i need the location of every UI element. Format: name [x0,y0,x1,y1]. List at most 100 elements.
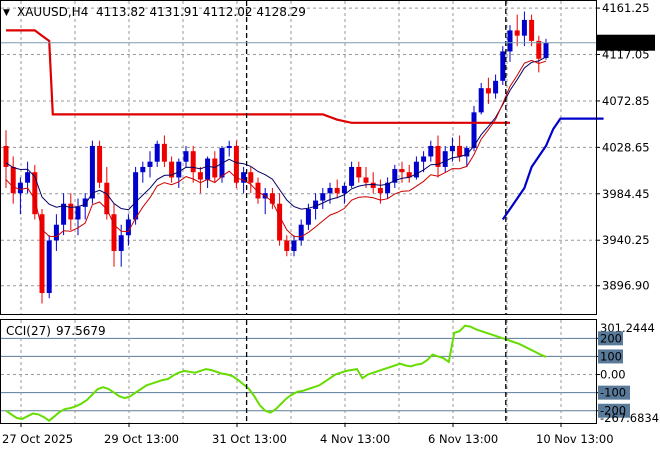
candle-body [176,161,182,178]
cci-plot [5,324,547,422]
stop-line-red [6,29,510,124]
candle-body [334,187,340,194]
cci-value: 97.5679 [56,324,106,338]
candle-body [32,172,38,215]
price-tick-label: 3896.90 [602,279,650,293]
candle-body [104,182,110,215]
candle-body [10,166,16,194]
candle-body [53,224,59,241]
candle-body [291,240,297,251]
candle-body [89,145,95,199]
candle-body [356,166,362,178]
overlays [6,29,604,221]
candle-body [521,19,527,36]
candle-body [493,80,499,94]
cci-pane-frame [0,319,597,424]
candle-body [457,145,463,157]
stop-line-blue [501,117,604,221]
price-tick-label: 3984.45 [602,187,650,201]
cci-level-label: -100 [600,386,626,400]
candle-body [17,182,23,194]
time-tick-label: 4 Nov 13:00 [320,432,390,446]
candle-body [507,30,513,52]
candle-body [284,240,290,251]
candle-body [529,19,535,41]
time-tick-label: 29 Oct 13:00 [104,432,179,446]
candle-body [111,214,117,251]
price-tick-label: 4161.25 [602,1,650,15]
candle-body [269,193,275,204]
candle-body [464,148,470,157]
candle-body [370,182,376,188]
candle-body [543,42,549,58]
candle-body [25,172,31,183]
candle-body [68,203,74,220]
current-price-tag [597,34,655,51]
candle-body [500,51,506,81]
candle-body [514,30,520,36]
candle-body [421,156,427,162]
candle-body [385,182,391,194]
candle-body [118,235,124,251]
candle-body [313,200,319,209]
candle-body [205,158,211,180]
candle-body [147,161,153,167]
candle-body [392,169,398,183]
price-tick-label: 4028.65 [602,140,650,154]
candle-body [161,143,167,162]
candle-body [169,161,175,178]
candle-body [183,151,189,162]
candle-body [197,172,203,180]
collapse-triangle-icon[interactable]: ▼ [3,8,10,18]
cci-level-tag [598,385,630,400]
candle-body [442,151,448,167]
price-axis: 4161.25 4117.05 4072.85 4028.65 3984.45 3940.… [1,1,655,293]
cci-title: CCI(27) [6,324,51,338]
candle-body [46,240,52,293]
candle-body [399,169,405,173]
candle-body [82,198,88,207]
cci-level-label: -200 [600,404,626,418]
cci-line [5,324,547,422]
candle-body [428,145,434,157]
cci-level-label: 0.00 [600,368,626,382]
candle-body [241,172,247,183]
candle-body [471,112,477,149]
candles [3,11,549,304]
candle-body [536,40,542,59]
cci-min-label: -267.6834 [600,411,659,425]
candle-body [133,172,139,220]
candle-body [277,203,283,241]
candle-body [435,145,441,167]
candle-body [190,151,196,173]
candle-body [61,203,67,225]
cci-level-tag [598,349,623,364]
candle-body [478,88,484,113]
ohlc-values: 4113.82 4131.91 4112.02 4128.29 [96,5,306,19]
candle-body [320,193,326,201]
candle-body [485,88,491,94]
candle-body [413,161,419,178]
cci-grid [1,320,596,423]
time-tick-label: 27 Oct 2025 [2,432,73,446]
time-tick-label: 10 Nov 13:00 [536,432,614,446]
candle-body [248,172,254,183]
candle-body [140,166,146,173]
candle-body [125,219,131,236]
price-tick-label: 3940.25 [602,233,650,247]
candle-body [349,166,355,186]
candle-body [154,143,160,162]
candle-body [75,206,81,220]
candle-body [449,145,455,152]
candle-body [377,187,383,194]
candle-body [305,208,311,225]
candle-body [3,145,9,167]
symbol-label: XAUUSD,H4 [17,5,88,19]
candle-body [97,145,103,183]
session-separators [245,1,507,423]
candle-body [233,145,239,183]
time-axis: 27 Oct 2025 29 Oct 13:00 31 Oct 13:00 4 Nov… [2,423,614,446]
candle-body [226,145,232,149]
cci-level-label: 200 [600,331,622,345]
